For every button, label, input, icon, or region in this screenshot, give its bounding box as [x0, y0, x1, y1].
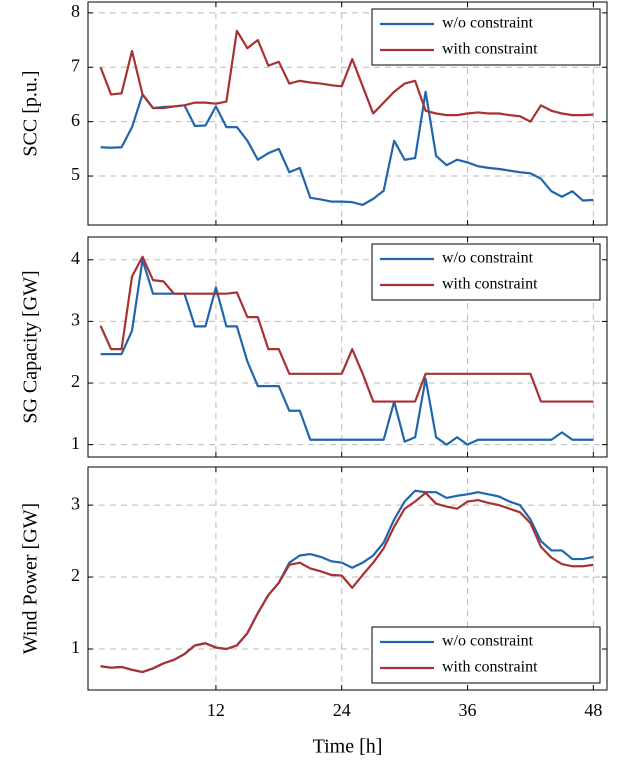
plot-frame	[87, 1, 608, 226]
x-tick-label: 12	[207, 700, 225, 720]
plot-frame	[87, 466, 608, 691]
legend-label: with constraint	[442, 41, 538, 58]
legend: w/o constraint with constraint	[371, 243, 601, 301]
y-tick-label: 4	[71, 248, 80, 268]
legend-label: w/o constraint	[442, 15, 534, 32]
y-axis-label: SG Capacity [GW]	[20, 270, 42, 423]
y-tick-label: 6	[71, 110, 80, 130]
plot-frame	[87, 236, 608, 458]
y-tick-label: 1	[71, 433, 80, 453]
x-tick-label: 48	[584, 700, 602, 720]
y-tick-label: 1	[71, 637, 80, 657]
y-axis-label: Wind Power [GW]	[20, 503, 42, 654]
y-tick-label: 3	[71, 310, 80, 330]
y-tick-label: 2	[71, 565, 80, 585]
legend-label: w/o constraint	[442, 250, 534, 267]
data-line	[99, 255, 594, 403]
data-line	[100, 491, 594, 674]
x-tick-label: 36	[459, 700, 477, 720]
legend-label: w/o constraint	[442, 633, 534, 650]
y-tick-label: 2	[71, 371, 80, 391]
data-line	[99, 29, 594, 123]
y-tick-label: 3	[71, 493, 80, 513]
legend-box	[371, 626, 601, 684]
legend-label: with constraint	[442, 276, 538, 293]
data-line	[100, 90, 594, 206]
panel: 1 2 3 4 SG Capacity [GW] w/o constraint with c…	[20, 236, 608, 458]
y-tick-label: 5	[71, 164, 80, 184]
legend-box	[371, 243, 601, 301]
legend: w/o constraint with constraint	[371, 626, 601, 684]
legend: w/o constraint with constraint	[371, 8, 601, 66]
x-axis-label: Time [h]	[313, 736, 383, 758]
y-axis-label: SCC [p.u.]	[20, 70, 42, 156]
y-tick-label: 7	[71, 55, 80, 75]
panel: 5 6 7 8 SCC [p.u.] w/o constraint with constra…	[20, 1, 608, 226]
x-tick-label: 24	[333, 700, 351, 720]
legend-box	[371, 8, 601, 66]
legend-label: with constraint	[442, 659, 538, 676]
y-tick-label: 8	[71, 1, 80, 21]
